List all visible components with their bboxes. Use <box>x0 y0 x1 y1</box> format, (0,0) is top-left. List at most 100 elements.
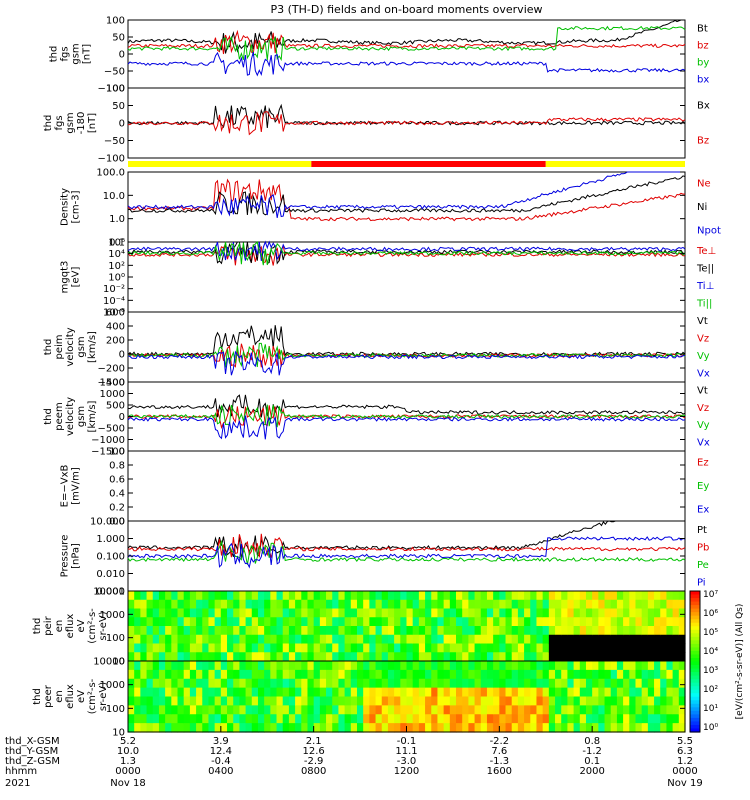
y-tick-label: 10⁶ <box>108 238 125 249</box>
spectrogram-cell <box>654 652 661 662</box>
colorbar-swatch <box>690 679 700 684</box>
spectrogram-cell <box>375 705 383 715</box>
spectrogram-cell <box>641 608 649 618</box>
spectrogram-cell <box>394 723 401 733</box>
spectrogram-cell <box>456 696 463 706</box>
legend-label: Vz <box>697 333 709 344</box>
spectrogram-cell <box>208 687 216 698</box>
spectrogram-cell <box>480 617 488 627</box>
spectrogram-cell <box>474 591 482 601</box>
spectrogram-cell <box>270 705 278 715</box>
spectrogram-cell <box>524 608 531 618</box>
spectrogram-cell <box>152 678 160 689</box>
spectrogram-cell <box>183 696 191 706</box>
spectrogram-cell <box>196 643 203 653</box>
spectrogram-cell <box>548 661 556 671</box>
spectrogram-cell <box>220 643 228 653</box>
spectrogram-cell <box>387 617 395 627</box>
series-line <box>127 539 686 565</box>
y-tick-label: 10⁻⁶ <box>103 308 125 319</box>
spectrogram-cell <box>412 652 420 662</box>
spectrogram-cell <box>313 591 321 601</box>
spectrogram-cell <box>598 617 606 627</box>
y-tick-label: −200 <box>98 364 125 375</box>
spectrogram-cell <box>598 599 606 610</box>
spectrogram-cell <box>257 714 265 724</box>
spectrogram-cell <box>239 591 247 601</box>
spectrogram-cell <box>158 723 166 733</box>
spectrogram-cell <box>536 608 544 618</box>
spectrogram-cell <box>456 687 463 698</box>
spectrogram-cell <box>561 591 569 601</box>
y-tick-label: 100 <box>106 16 125 27</box>
spectrogram-cell <box>641 669 649 680</box>
spectrogram-cell <box>672 608 680 618</box>
spectrogram-cell <box>548 591 556 601</box>
spectrogram-cell <box>610 617 618 627</box>
spectrogram-cell <box>530 652 538 662</box>
y-tick-label: 10⁰ <box>108 273 125 284</box>
ephemeris-row-label: thd_Z-GSM <box>5 756 60 767</box>
spectrogram-cell <box>202 661 210 671</box>
spectrogram-cell <box>208 634 216 645</box>
spectrogram-cell <box>387 643 395 653</box>
spectrogram-cell <box>171 626 179 636</box>
spectrogram-cell <box>128 608 135 618</box>
spectrogram-cell <box>548 723 556 733</box>
spectrogram-cell <box>239 705 247 715</box>
spectrogram-cell <box>282 669 290 680</box>
spectrogram-cell <box>214 608 222 618</box>
y-axis-label-line: gsm <box>65 112 76 133</box>
spectrogram-cell <box>480 643 488 653</box>
spectrogram-cell <box>660 652 668 662</box>
spectrogram-cell <box>462 669 469 680</box>
spectrogram-cell <box>313 714 321 724</box>
spectrogram-cell <box>598 705 606 715</box>
spectrogram-cell <box>474 714 482 724</box>
spectrogram-cell <box>344 687 352 698</box>
spectrogram-cell <box>647 687 655 698</box>
spectrogram-cell <box>505 634 513 645</box>
spectrogram-cell <box>140 626 148 636</box>
colorbar-swatch <box>690 717 700 723</box>
spectrogram-cell <box>647 669 655 680</box>
spectrogram-cell <box>239 634 247 645</box>
spectrogram-cell <box>381 643 389 653</box>
spectrogram-cell <box>493 626 500 636</box>
spectrogram-cell <box>338 643 346 653</box>
spectrogram-cell <box>319 617 327 627</box>
spectrogram-cell <box>480 591 488 601</box>
spectrogram-cell <box>394 687 401 698</box>
spectrogram-cell <box>276 661 284 671</box>
spectrogram-cell <box>344 669 352 680</box>
spectrogram-cell <box>140 599 148 610</box>
series-line <box>127 171 685 218</box>
spectrogram-cell <box>350 687 358 698</box>
spectrogram-cell <box>394 591 401 601</box>
spectrogram-cell <box>517 652 525 662</box>
colorbar-swatch <box>690 657 700 663</box>
spectrogram-cell <box>332 661 340 671</box>
spectrogram-cell <box>313 634 321 645</box>
spectrogram-cell <box>319 599 327 610</box>
y-tick-label: 1000 <box>100 389 125 400</box>
spectrogram-cell <box>672 669 680 680</box>
spectrogram-cell <box>338 599 346 610</box>
spectrogram-cell <box>604 652 612 662</box>
spectrogram-cell <box>468 608 476 618</box>
y-tick-label: 10 <box>112 728 125 739</box>
spectrogram-cell <box>511 643 519 653</box>
spectrogram-cell <box>517 723 525 733</box>
series-line <box>127 241 686 265</box>
spectrogram-cell <box>474 599 482 610</box>
spectrogram-cell <box>152 687 160 698</box>
spectrogram-cell <box>233 705 240 715</box>
spectrogram-cell <box>381 591 389 601</box>
spectrogram-cell <box>387 696 395 706</box>
spectrogram-cell <box>313 608 321 618</box>
spectrogram-cell <box>530 696 538 706</box>
spectrogram-cell <box>233 678 240 689</box>
y-axis-label-line: [km/s] <box>87 331 98 363</box>
ephemeris-x-value: -0.1 <box>397 736 417 747</box>
panel-frame <box>127 381 686 452</box>
